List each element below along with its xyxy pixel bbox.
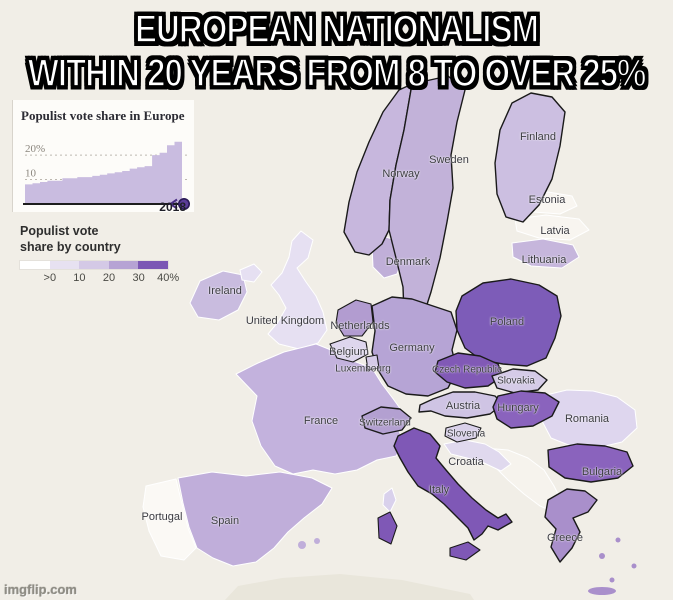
legend-scale-labels: >0 10 20 30 40% xyxy=(35,272,183,284)
legend-swatch-2 xyxy=(79,261,109,270)
legend-label-0: >0 xyxy=(43,272,57,285)
legend-swatch-1 xyxy=(49,261,80,270)
country-spain xyxy=(177,471,333,567)
country-ireland xyxy=(189,270,248,321)
meme-title-line2: WITHIN 20 YEARS FROM 8 TO OVER 25% xyxy=(27,50,647,95)
chart-step-area xyxy=(25,141,182,204)
country-portugal xyxy=(142,478,197,561)
legend-title-line1: Populist vote xyxy=(20,224,99,238)
balearic-island xyxy=(314,538,320,544)
meme-title: EUROPEAN NATIONALISM WITHIN 20 YEARS FRO… xyxy=(0,6,673,95)
legend-color-scale xyxy=(19,260,169,271)
country-greece xyxy=(544,488,598,563)
svg-text:20%: 20% xyxy=(25,143,45,155)
country-finland xyxy=(494,92,566,223)
country-belgium xyxy=(329,336,369,363)
country-north-africa xyxy=(225,574,474,600)
legend-label-2: 20 xyxy=(102,272,116,285)
greek-island xyxy=(631,563,637,569)
corsica-island xyxy=(382,487,397,513)
country-poland xyxy=(455,278,562,367)
greek-island xyxy=(609,577,615,583)
country-luxembourg xyxy=(365,354,380,371)
chart-end-year: 2018 xyxy=(159,200,186,214)
legend-label-4: 40% xyxy=(157,272,180,285)
chart-end-marker xyxy=(178,198,191,211)
country-bulgaria xyxy=(547,443,634,483)
country-germany xyxy=(371,296,458,397)
chart-arrow-left-icon xyxy=(168,198,178,210)
country-latvia xyxy=(514,214,590,241)
svg-text:10: 10 xyxy=(25,168,37,180)
populist-vote-chart-panel: Populist vote share in Europe 20% 10 2018 xyxy=(12,100,194,214)
legend-swatch-4 xyxy=(138,261,168,270)
country-hungary xyxy=(492,390,560,429)
legend-swatch-3 xyxy=(108,261,139,270)
country-northern-ireland xyxy=(239,263,263,283)
chart-title: Populist vote share in Europe xyxy=(21,108,185,123)
country-switzerland xyxy=(361,406,412,435)
sicily-island xyxy=(449,541,481,561)
greek-island xyxy=(599,553,605,559)
country-slovenia xyxy=(444,422,482,443)
greek-island xyxy=(615,537,621,543)
country-croatia xyxy=(443,439,512,472)
sardinia-island xyxy=(377,511,398,545)
legend-swatch-0 xyxy=(20,261,50,270)
country-united-kingdom xyxy=(267,230,328,350)
meme-title-line1: EUROPEAN NATIONALISM xyxy=(134,6,539,51)
country-romania xyxy=(540,389,638,449)
crete-island xyxy=(588,587,616,595)
populist-vote-chart: 20% 10 xyxy=(23,141,191,211)
legend-label-1: 10 xyxy=(73,272,86,285)
legend-title: Populist vote share by country xyxy=(20,224,170,255)
balearic-island xyxy=(298,541,306,549)
map-legend: Populist vote share by country >0 10 20 … xyxy=(19,224,179,284)
imgflip-watermark: imgflip.com xyxy=(4,582,77,597)
country-lithuania xyxy=(511,238,580,269)
legend-label-3: 30 xyxy=(132,272,145,285)
country-netherlands xyxy=(335,299,374,337)
legend-title-line2: share by country xyxy=(20,239,121,254)
country-slovakia xyxy=(491,368,548,394)
country-italy xyxy=(393,427,513,541)
